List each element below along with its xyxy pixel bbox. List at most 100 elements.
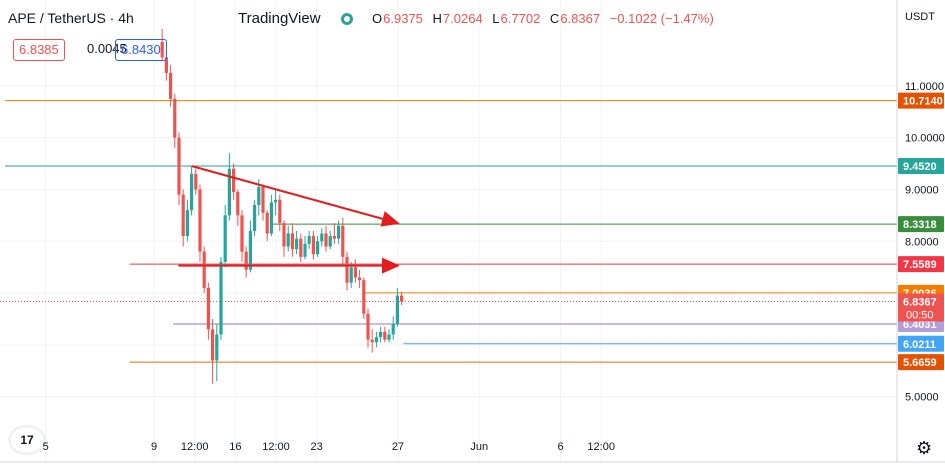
last-price-label: 6.8367 xyxy=(903,297,937,309)
candle-body xyxy=(181,194,185,237)
x-tick-label: 27 xyxy=(392,441,404,453)
price-level-label: 5.6659 xyxy=(903,357,937,369)
candle-body xyxy=(215,334,219,361)
candle-body xyxy=(240,215,244,252)
candle-body xyxy=(194,173,198,190)
trend-line-arrow xyxy=(191,165,400,227)
candle-body xyxy=(387,334,391,340)
grid xyxy=(0,0,897,462)
price-level-badge xyxy=(898,354,944,371)
candle-body xyxy=(252,205,257,231)
x-tick-label: 12:00 xyxy=(262,441,290,453)
y-tick-label: 9.0000 xyxy=(905,184,939,196)
candle-body xyxy=(206,287,210,330)
candle-body xyxy=(299,238,303,257)
price-level-label: 10.7140 xyxy=(903,96,943,108)
low-value: 6.7702 xyxy=(500,11,541,26)
candle-body xyxy=(391,324,395,335)
candle-body xyxy=(374,337,379,343)
candle-body xyxy=(379,331,383,338)
last-price-badge xyxy=(898,293,944,322)
x-tick-label: 9 xyxy=(151,441,157,453)
price-level-label: 9.4520 xyxy=(903,161,937,173)
candle-body xyxy=(231,168,236,193)
x-tick-label: 23 xyxy=(311,441,323,453)
candle-body xyxy=(395,295,400,325)
candle-body xyxy=(236,192,240,216)
brand-label: TradingView xyxy=(238,10,321,27)
candle-body xyxy=(219,261,223,335)
y-tick-label: 10.0000 xyxy=(905,133,945,145)
y-tick-label: 5.0000 xyxy=(905,392,939,404)
price-level-badge xyxy=(898,335,944,352)
spread-value: 0.0045 xyxy=(87,41,127,56)
candle-body xyxy=(324,233,328,247)
candle-body xyxy=(273,199,278,203)
buy-price-button[interactable]: 6.8430 xyxy=(115,39,167,61)
candle-body xyxy=(185,210,189,237)
market-status-dot-icon xyxy=(341,13,353,25)
price-lines xyxy=(0,100,897,363)
candle-body xyxy=(189,173,194,211)
candle-body xyxy=(160,41,164,58)
y-tick-label: 11.0000 xyxy=(905,81,944,93)
candle-body xyxy=(315,241,320,255)
candle-body xyxy=(198,189,202,252)
change-value: −0.1022 (−1.47%) xyxy=(609,11,714,26)
price-level-badge xyxy=(898,158,944,175)
x-tick-label: 12:00 xyxy=(181,441,209,453)
candle-body xyxy=(358,277,362,281)
candle-body xyxy=(341,225,345,257)
x-tick-label: Jun xyxy=(470,441,488,453)
candle-body xyxy=(278,199,282,224)
candle-body xyxy=(257,186,261,206)
candle-body xyxy=(223,215,227,262)
candle-body xyxy=(332,236,337,239)
candle-body xyxy=(311,236,315,255)
candle-body xyxy=(173,98,177,138)
price-level-label: 6.0211 xyxy=(903,339,936,351)
candle-body xyxy=(294,238,299,250)
high-value: 7.0264 xyxy=(442,11,483,26)
candle-body xyxy=(282,223,286,247)
candle-body xyxy=(362,280,366,314)
candle-body xyxy=(353,267,358,278)
candle-body xyxy=(202,251,206,288)
candle-body xyxy=(244,251,248,270)
gear-icon[interactable]: ⚙ xyxy=(916,438,933,458)
sell-price-button[interactable]: 6.8385 xyxy=(13,39,65,61)
candle-body xyxy=(328,236,332,247)
candle-body xyxy=(366,313,370,340)
candles xyxy=(160,28,404,384)
candle-body xyxy=(168,72,173,99)
candle-body xyxy=(400,295,404,302)
candle-body xyxy=(248,230,252,270)
candle-body xyxy=(303,243,307,257)
x-tick-label: 5 xyxy=(43,441,49,453)
price-level-label: 7.5589 xyxy=(903,259,937,271)
x-tick-label: 16 xyxy=(229,441,241,453)
candle-body xyxy=(286,233,290,247)
price-level-badge xyxy=(898,256,944,273)
bar-countdown: 00:50 xyxy=(906,310,934,322)
candle-body xyxy=(261,186,265,213)
open-value: 6.9375 xyxy=(383,11,423,26)
price-level-label: 6.4031 xyxy=(903,319,937,331)
candle-body xyxy=(290,233,294,250)
candle-body xyxy=(337,225,341,239)
candle-body xyxy=(210,329,215,361)
ohlc-legend: O6.9375 H7.0264 L6.7702 C6.8367 −0.1022 … xyxy=(372,11,714,26)
trend-lines xyxy=(178,165,400,274)
candle-body xyxy=(345,256,349,283)
close-value: 6.8367 xyxy=(560,11,601,26)
candle-body xyxy=(320,233,324,242)
symbol-title[interactable]: APE / TetherUS · 4h xyxy=(8,10,134,26)
candle-body xyxy=(383,331,387,340)
tradingview-logo-icon[interactable]: 17 xyxy=(10,427,44,453)
candle-body xyxy=(177,137,181,195)
candle-body xyxy=(164,57,168,73)
candle-body xyxy=(307,236,311,244)
candle-body xyxy=(349,267,353,283)
price-level-badge xyxy=(898,92,944,109)
